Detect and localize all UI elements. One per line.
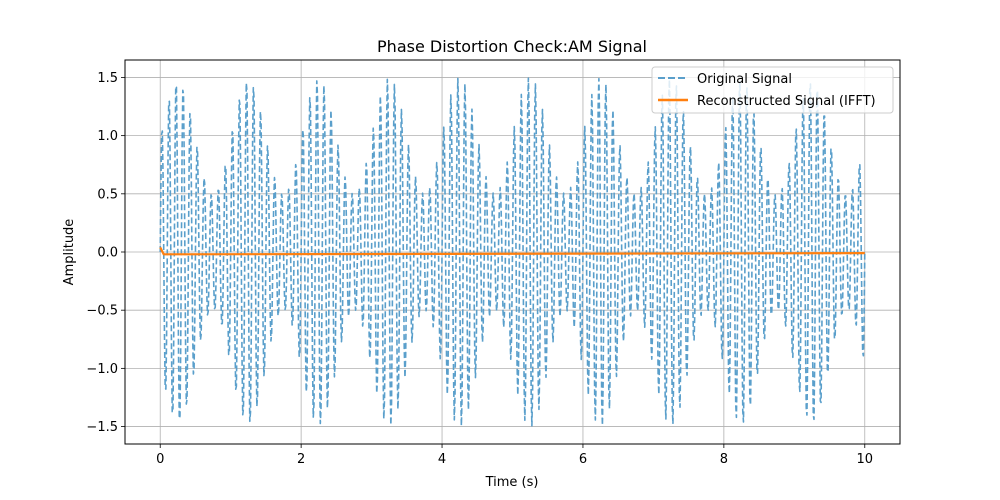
x-tick-label: 0 (156, 452, 164, 467)
y-tick-label: −1.0 (86, 362, 118, 377)
x-tick-label: 6 (579, 452, 587, 467)
legend-label-original: Original Signal (697, 72, 792, 87)
y-axis-label: Amplitude (62, 219, 77, 286)
axis-ticks: 0 2 4 6 8 10 −1.5 −1.0 −0.5 0.0 0.5 1.0 1.5 (86, 71, 873, 467)
series-reconstructed-signal (159, 246, 865, 256)
y-tick-label: 1.0 (97, 129, 118, 144)
series-original-signal (159, 77, 866, 427)
x-tick-label: 10 (856, 452, 873, 467)
y-tick-label: −1.5 (86, 420, 118, 435)
y-tick-label: 0.0 (97, 246, 118, 261)
legend-box (651, 66, 894, 114)
y-tick-label: 0.5 (97, 187, 118, 202)
x-tick-label: 8 (720, 452, 728, 467)
x-tick-label: 4 (438, 452, 446, 467)
legend: Original Signal Reconstructed Signal (IF… (651, 66, 894, 114)
x-axis-label: Time (s) (485, 475, 539, 490)
y-tick-label: 1.5 (97, 71, 118, 86)
x-tick-label: 2 (297, 452, 305, 467)
plot-series (159, 77, 866, 427)
legend-label-reconstructed: Reconstructed Signal (IFFT) (697, 94, 876, 109)
chart-title: Phase Distortion Check:AM Signal (377, 37, 647, 56)
y-tick-label: −0.5 (86, 304, 118, 319)
